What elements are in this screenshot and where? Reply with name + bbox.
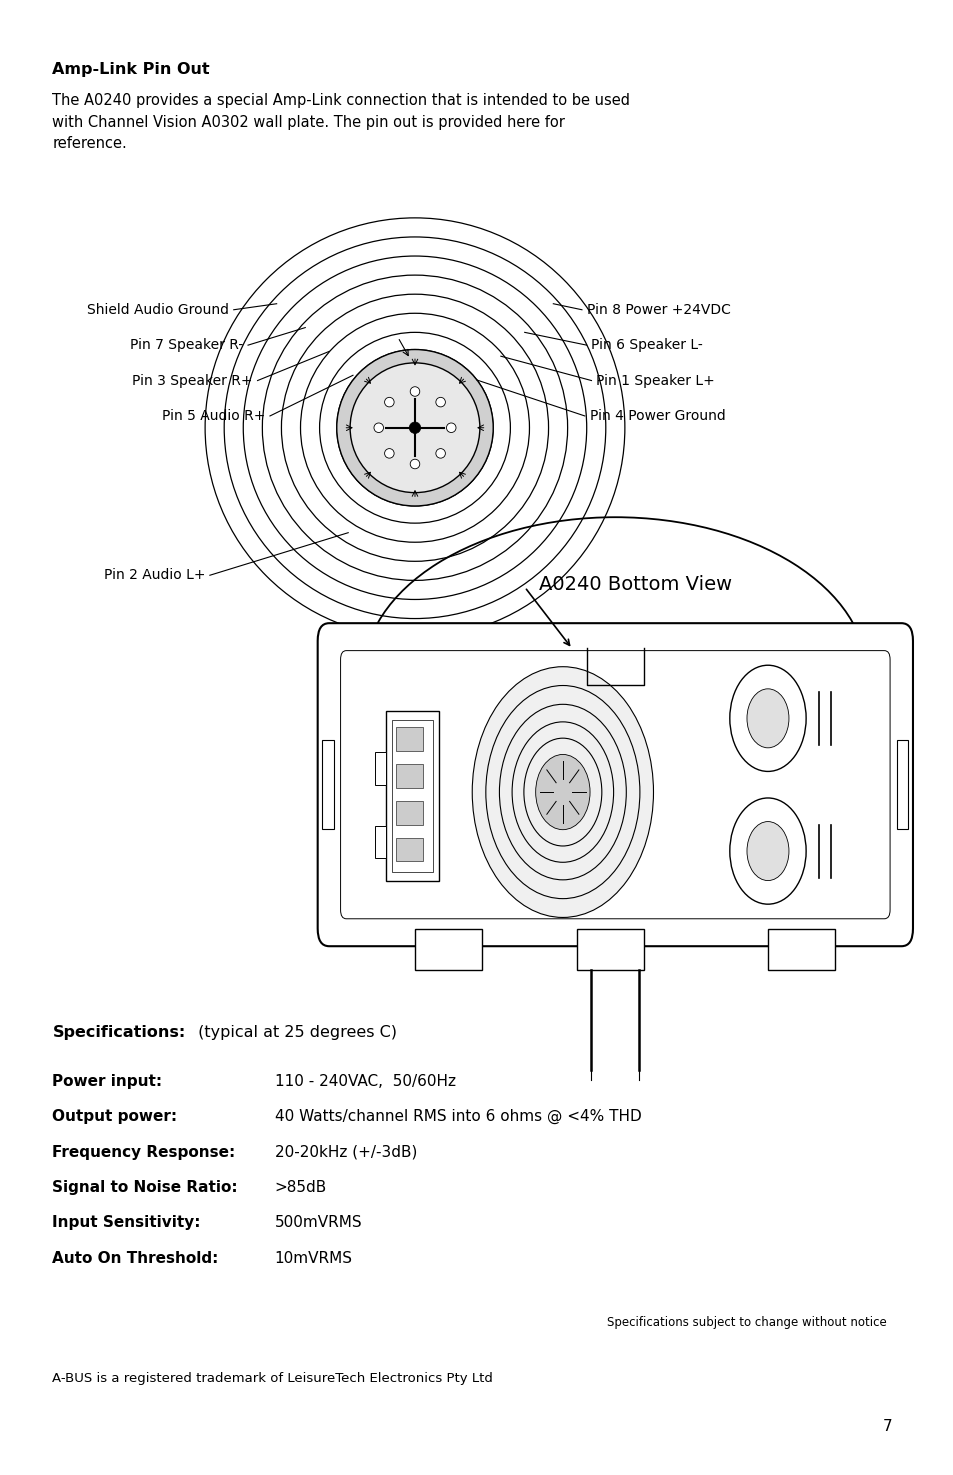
Text: Specifications:: Specifications: xyxy=(52,1025,186,1040)
Ellipse shape xyxy=(409,422,420,434)
Text: 110 - 240VAC,  50/60Hz: 110 - 240VAC, 50/60Hz xyxy=(274,1074,456,1089)
Ellipse shape xyxy=(410,386,419,397)
Text: 40 Watts/channel RMS into 6 ohms @ <4% THD: 40 Watts/channel RMS into 6 ohms @ <4% T… xyxy=(274,1109,640,1124)
Text: Frequency Response:: Frequency Response: xyxy=(52,1145,235,1159)
Bar xyxy=(375,752,386,785)
Text: Amp-Link Pin Out: Amp-Link Pin Out xyxy=(52,62,210,77)
Text: Signal to Noise Ratio:: Signal to Noise Ratio: xyxy=(52,1180,238,1195)
Text: Auto On Threshold:: Auto On Threshold: xyxy=(52,1251,218,1266)
Text: 20-20kHz (+/-3dB): 20-20kHz (+/-3dB) xyxy=(274,1145,416,1159)
Ellipse shape xyxy=(436,448,445,459)
Text: Pin 1 Speaker L+: Pin 1 Speaker L+ xyxy=(596,373,714,388)
Bar xyxy=(395,764,422,788)
Ellipse shape xyxy=(746,689,788,748)
Ellipse shape xyxy=(436,397,445,407)
Text: Power input:: Power input: xyxy=(52,1074,162,1089)
Text: Output power:: Output power: xyxy=(52,1109,177,1124)
Ellipse shape xyxy=(384,448,394,459)
Text: Shield Audio Ground: Shield Audio Ground xyxy=(87,302,229,317)
Ellipse shape xyxy=(472,667,653,917)
Ellipse shape xyxy=(729,665,805,771)
Text: (typical at 25 degrees C): (typical at 25 degrees C) xyxy=(193,1025,396,1040)
Ellipse shape xyxy=(535,754,589,829)
Ellipse shape xyxy=(746,822,788,881)
Bar xyxy=(896,740,907,829)
Bar xyxy=(395,801,422,825)
Text: Pin 4 Power Ground: Pin 4 Power Ground xyxy=(589,409,724,423)
Bar xyxy=(415,929,481,971)
Text: Input Sensitivity:: Input Sensitivity: xyxy=(52,1215,201,1230)
Text: >85dB: >85dB xyxy=(274,1180,327,1195)
Text: Pin 2 Audio L+: Pin 2 Audio L+ xyxy=(104,568,205,583)
Bar xyxy=(322,740,334,829)
Ellipse shape xyxy=(384,397,394,407)
Ellipse shape xyxy=(729,798,805,904)
Bar xyxy=(386,711,438,881)
Bar xyxy=(392,720,433,872)
Text: Specifications subject to change without notice: Specifications subject to change without… xyxy=(607,1316,886,1329)
Ellipse shape xyxy=(336,350,493,506)
Text: A-BUS is a registered trademark of LeisureTech Electronics Pty Ltd: A-BUS is a registered trademark of Leisu… xyxy=(52,1372,493,1385)
Bar xyxy=(375,826,386,858)
Text: Pin 7 Speaker R-: Pin 7 Speaker R- xyxy=(130,338,243,353)
Bar xyxy=(577,929,643,971)
Text: Pin 6 Speaker L-: Pin 6 Speaker L- xyxy=(591,338,702,353)
Ellipse shape xyxy=(350,363,479,493)
Text: The A0240 provides a special Amp-Link connection that is intended to be used
wit: The A0240 provides a special Amp-Link co… xyxy=(52,93,630,150)
Bar xyxy=(395,838,422,861)
Bar xyxy=(395,727,422,751)
Text: A0240 Bottom View: A0240 Bottom View xyxy=(538,575,731,594)
FancyBboxPatch shape xyxy=(317,622,912,947)
Text: 7: 7 xyxy=(882,1419,891,1434)
Text: Pin 8 Power +24VDC: Pin 8 Power +24VDC xyxy=(586,302,730,317)
Text: Pin 5 Audio R+: Pin 5 Audio R+ xyxy=(162,409,265,423)
Bar xyxy=(767,929,834,971)
Text: 10mVRMS: 10mVRMS xyxy=(274,1251,353,1266)
Text: 500mVRMS: 500mVRMS xyxy=(274,1215,362,1230)
Text: Pin 3 Speaker R+: Pin 3 Speaker R+ xyxy=(132,373,253,388)
Ellipse shape xyxy=(410,459,419,469)
Ellipse shape xyxy=(446,423,456,432)
Ellipse shape xyxy=(374,423,383,432)
